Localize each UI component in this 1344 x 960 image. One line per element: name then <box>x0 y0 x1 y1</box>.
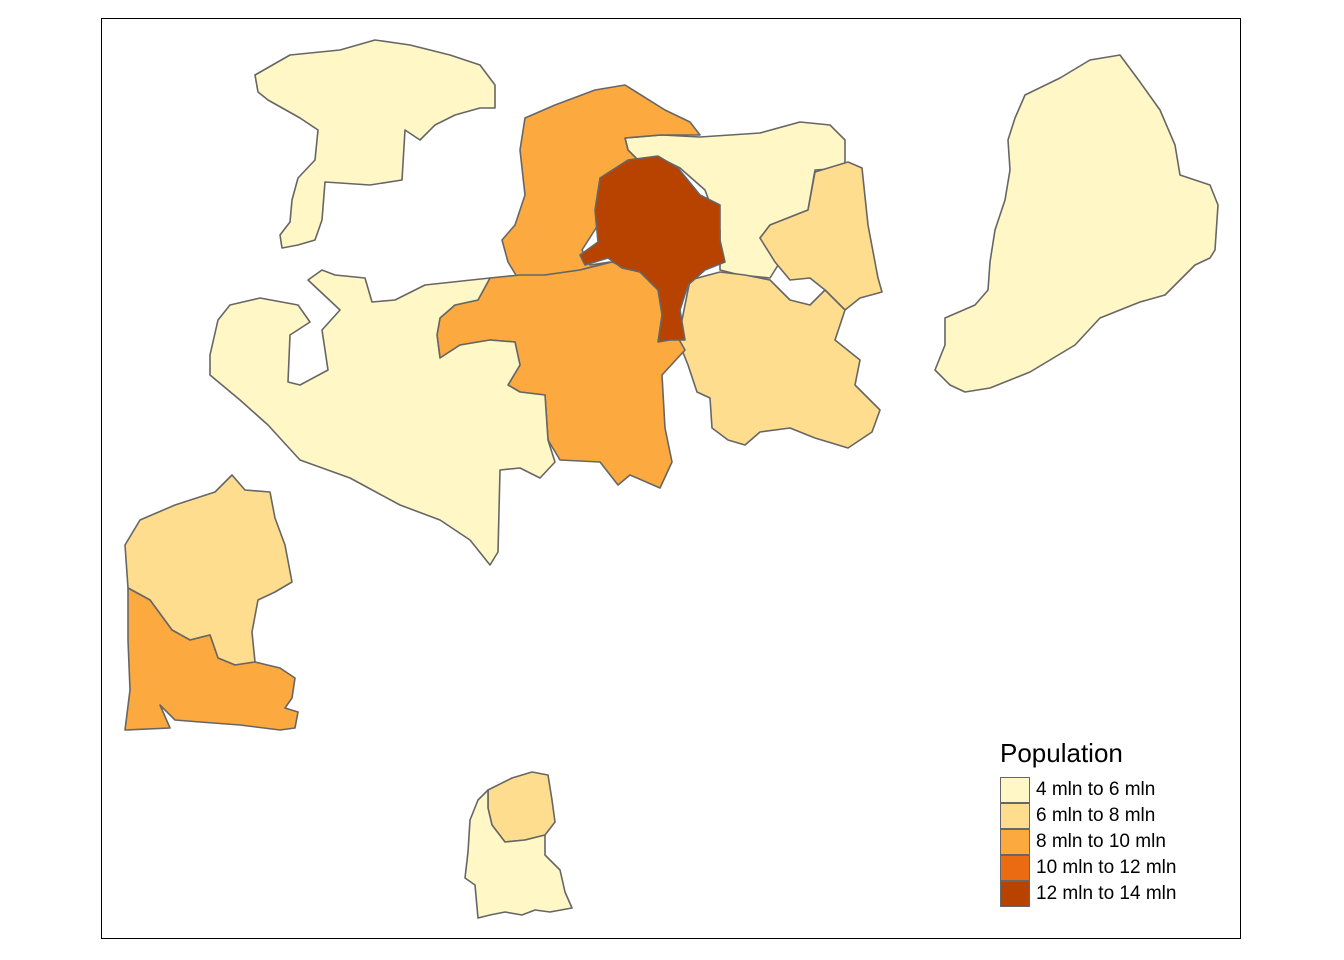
legend-item: 6 mln to 8 mln <box>1000 803 1176 829</box>
legend-item: 4 mln to 6 mln <box>1000 777 1176 803</box>
region-south-island-south[interactable] <box>464 789 573 919</box>
legend-label: 10 mln to 12 mln <box>1036 857 1177 878</box>
map-frame <box>101 18 1241 939</box>
legend-label: 6 mln to 8 mln <box>1036 805 1156 826</box>
region-west-central[interactable] <box>209 269 556 566</box>
legend: Population 4 mln to 6 mln 6 mln to 8 mln 8… <box>1000 738 1176 907</box>
region-north-west[interactable] <box>254 39 496 249</box>
legend-swatch <box>1000 803 1030 829</box>
region-south-east-central[interactable] <box>677 271 881 449</box>
legend-swatch <box>1000 855 1030 881</box>
legend-item: 12 mln to 14 mln <box>1000 881 1176 907</box>
legend-swatch <box>1000 829 1030 855</box>
legend-label: 12 mln to 14 mln <box>1036 883 1177 904</box>
legend-item: 10 mln to 12 mln <box>1000 855 1176 881</box>
legend-label: 4 mln to 6 mln <box>1036 779 1156 800</box>
legend-swatch <box>1000 881 1030 907</box>
region-south-west-coast[interactable] <box>124 587 299 731</box>
region-far-east[interactable] <box>934 54 1219 393</box>
region-south-island-north[interactable] <box>487 771 556 843</box>
legend-label: 8 mln to 10 mln <box>1036 831 1166 852</box>
legend-title: Population <box>1000 738 1123 768</box>
region-capital[interactable] <box>579 155 726 343</box>
legend-item: 8 mln to 10 mln <box>1000 829 1176 855</box>
legend-swatch <box>1000 777 1030 803</box>
